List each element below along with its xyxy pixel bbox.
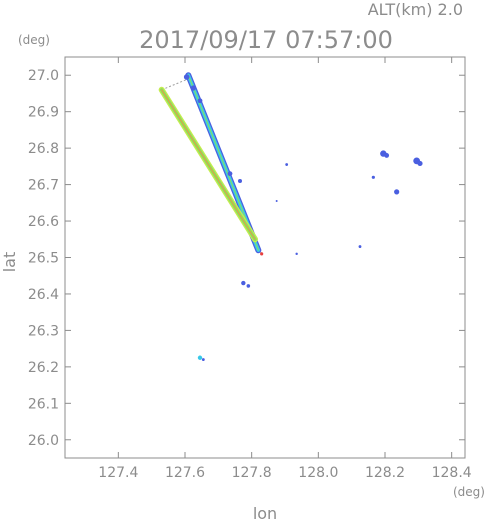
echo-point (197, 355, 203, 360)
echo-point (417, 160, 423, 167)
x-tick-label: 127.4 (98, 465, 138, 481)
echo-point (183, 74, 190, 80)
echo-point (371, 175, 375, 179)
y-tick-label: 26.0 (28, 433, 59, 449)
west-beam-core (161, 89, 256, 240)
echo-point (201, 358, 205, 361)
x-axis-unit: (deg) (453, 485, 485, 499)
data-layer (158, 72, 423, 361)
scan-wedge-arc (161, 78, 189, 91)
y-tick-label: 26.4 (28, 287, 59, 303)
y-tick-label: 26.3 (28, 323, 59, 339)
x-tick-label: 128.0 (298, 465, 338, 481)
echo-point (246, 284, 251, 288)
echo-point (285, 163, 289, 166)
x-tick-label: 128.4 (432, 465, 472, 481)
y-tick-label: 26.6 (28, 214, 59, 230)
echo-point (241, 280, 246, 286)
y-tick-label: 26.5 (28, 251, 59, 267)
echo-point (358, 245, 362, 248)
axis-ticks: 26.0 26.1 26.2 26.3 26.4 26.5 26.6 26.7 26.8 26.9… (28, 57, 472, 481)
echo-point (384, 153, 390, 158)
x-tick-label: 127.6 (165, 465, 205, 481)
radar-origin-marker (260, 252, 264, 256)
y-tick-label: 26.9 (28, 105, 59, 121)
echo-point (295, 252, 298, 256)
echo-point (227, 171, 233, 177)
x-tick-label: 127.8 (232, 465, 272, 481)
echo-point (238, 178, 242, 183)
y-axis-unit: (deg) (18, 33, 50, 47)
y-tick-label: 26.7 (28, 178, 59, 194)
echo-point (190, 85, 196, 91)
chart-title: 2017/09/17 07:57:00 (139, 26, 393, 54)
echo-point (197, 98, 203, 104)
y-tick-label: 26.2 (28, 360, 59, 376)
x-tick-label: 128.2 (365, 465, 405, 481)
y-tick-label: 26.8 (28, 141, 59, 157)
plot-frame (64, 56, 466, 459)
y-tick-label: 26.1 (28, 396, 59, 412)
altitude-label: ALT(km) 2.0 (368, 0, 463, 19)
echo-point (275, 199, 278, 202)
y-axis-label: lat (0, 252, 19, 273)
echo-point (394, 189, 400, 195)
y-tick-label: 27.0 (28, 68, 59, 84)
x-axis-label: lon (253, 504, 277, 521)
